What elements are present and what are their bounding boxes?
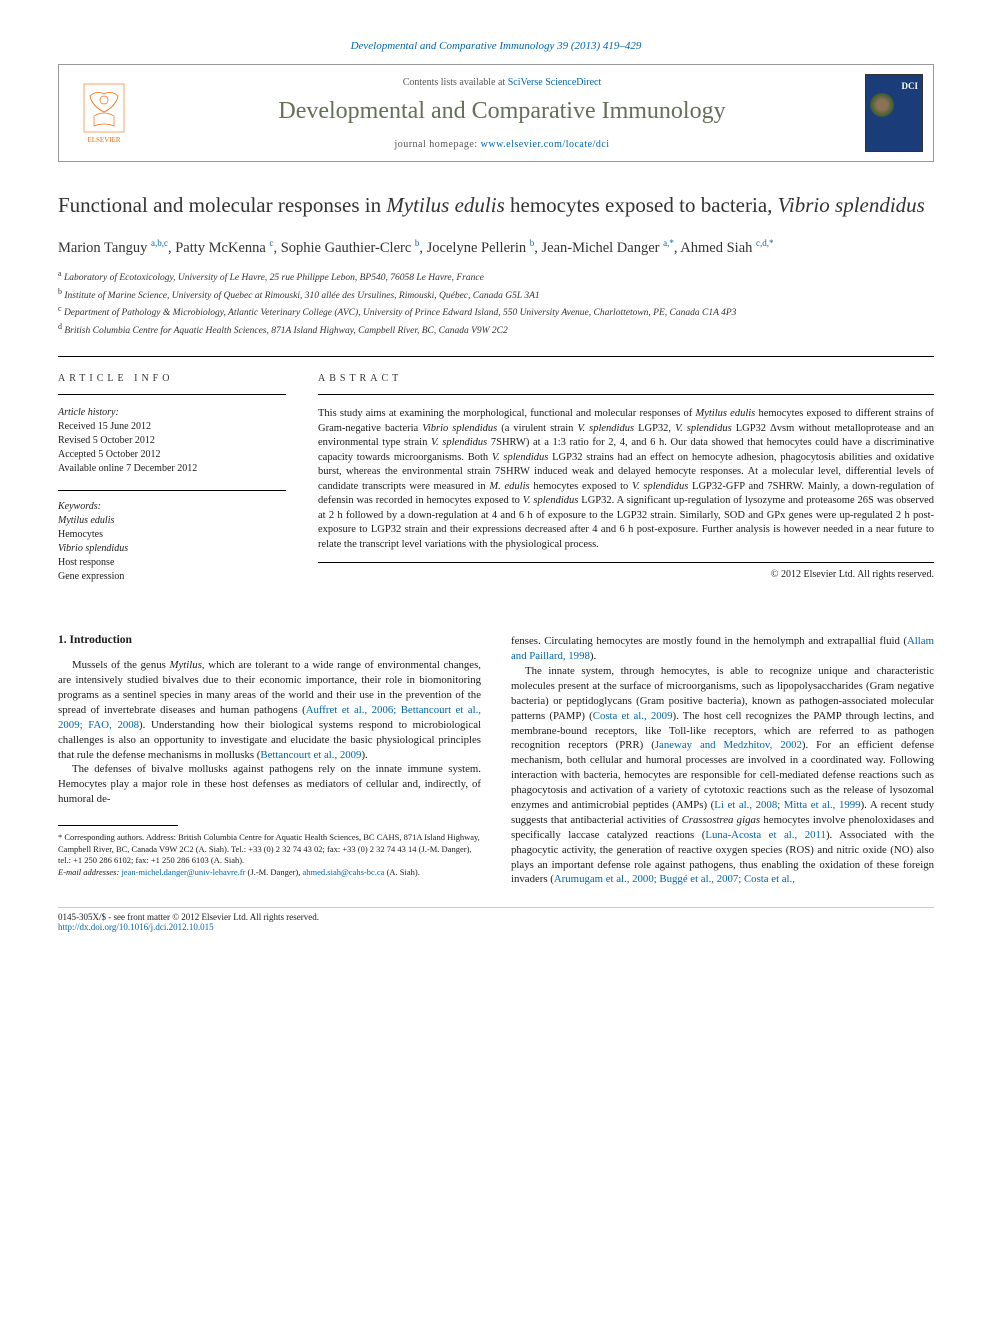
body-text-left: Mussels of the genus Mytilus, which are … — [58, 658, 481, 807]
footnote-separator — [58, 825, 178, 826]
keywords-label: Keywords: — [58, 501, 286, 512]
body-column-left: 1. Introduction Mussels of the genus Myt… — [58, 634, 481, 887]
keyword-4: Gene expression — [58, 570, 286, 584]
intro-p2-cont: fenses. Circulating hemocytes are mostly… — [511, 634, 934, 664]
keyword-3: Host response — [58, 556, 286, 570]
header-center: Contents lists available at SciVerse Sci… — [139, 77, 865, 150]
journal-reference: Developmental and Comparative Immunology… — [58, 40, 934, 52]
intro-p3: The innate system, through hemocytes, is… — [511, 664, 934, 887]
history-accepted: Accepted 5 October 2012 — [58, 448, 286, 462]
affiliation-b: b Institute of Marine Science, Universit… — [58, 286, 934, 303]
email-link-2[interactable]: ahmed.siah@cahs-bc.ca — [303, 867, 385, 877]
introduction-heading: 1. Introduction — [58, 634, 481, 646]
contents-available: Contents lists available at SciVerse Sci… — [139, 77, 865, 88]
front-matter-line: 0145-305X/$ - see front matter © 2012 El… — [58, 912, 319, 922]
journal-name: Developmental and Comparative Immunology — [139, 98, 865, 125]
affiliation-a: a Laboratory of Ecotoxicology, Universit… — [58, 268, 934, 285]
history-revised: Revised 5 October 2012 — [58, 434, 286, 448]
info-abstract-row: ARTICLE INFO Article history: Received 1… — [58, 356, 934, 598]
abstract-text: This study aims at examining the morphol… — [318, 407, 934, 563]
corresponding-author-note: * Corresponding authors. Address: Britis… — [58, 832, 481, 866]
body-columns: 1. Introduction Mussels of the genus Myt… — [58, 634, 934, 887]
footnotes: * Corresponding authors. Address: Britis… — [58, 832, 481, 878]
sciencedirect-link[interactable]: SciVerse ScienceDirect — [508, 77, 602, 88]
page-footer: 0145-305X/$ - see front matter © 2012 El… — [58, 907, 934, 932]
article-history-block: Article history: Received 15 June 2012 R… — [58, 407, 286, 476]
history-online: Available online 7 December 2012 — [58, 462, 286, 476]
doi-link[interactable]: http://dx.doi.org/10.1016/j.dci.2012.10.… — [58, 922, 214, 932]
affiliation-c: c Department of Pathology & Microbiology… — [58, 303, 934, 320]
authors-list: Marion Tanguy a,b,c, Patty McKenna c, So… — [58, 237, 934, 258]
abstract-column: ABSTRACT This study aims at examining th… — [318, 357, 934, 598]
footer-left: 0145-305X/$ - see front matter © 2012 El… — [58, 912, 319, 932]
page-container: Developmental and Comparative Immunology… — [0, 0, 992, 962]
publisher-name: ELSEVIER — [87, 136, 120, 144]
elsevier-logo[interactable]: ELSEVIER — [69, 73, 139, 153]
header-box: ELSEVIER Contents lists available at Sci… — [58, 64, 934, 162]
email-addresses: E-mail addresses: jean-michel.danger@uni… — [58, 867, 481, 878]
keywords-block: Keywords: Mytilus edulis Hemocytes Vibri… — [58, 490, 286, 584]
homepage-line: journal homepage: www.elsevier.com/locat… — [139, 139, 865, 150]
article-info-column: ARTICLE INFO Article history: Received 1… — [58, 357, 286, 598]
intro-p2: The defenses of bivalve mollusks against… — [58, 762, 481, 807]
abstract-copyright: © 2012 Elsevier Ltd. All rights reserved… — [318, 569, 934, 580]
history-received: Received 15 June 2012 — [58, 420, 286, 434]
article-info-heading: ARTICLE INFO — [58, 373, 286, 395]
homepage-link[interactable]: www.elsevier.com/locate/dci — [481, 139, 610, 150]
abstract-heading: ABSTRACT — [318, 373, 934, 395]
keyword-1: Hemocytes — [58, 528, 286, 542]
article-title: Functional and molecular responses in My… — [58, 192, 934, 219]
history-label: Article history: — [58, 407, 286, 418]
email-link-1[interactable]: jean-michel.danger@univ-lehavre.fr — [121, 867, 245, 877]
journal-cover-thumbnail[interactable] — [865, 74, 923, 152]
affiliation-d: d British Columbia Centre for Aquatic He… — [58, 321, 934, 338]
affiliations: a Laboratory of Ecotoxicology, Universit… — [58, 268, 934, 338]
intro-p1: Mussels of the genus Mytilus, which are … — [58, 658, 481, 762]
keyword-2: Vibrio splendidus — [58, 542, 286, 556]
keyword-0: Mytilus edulis — [58, 514, 286, 528]
body-text-right: fenses. Circulating hemocytes are mostly… — [511, 634, 934, 887]
body-column-right: fenses. Circulating hemocytes are mostly… — [511, 634, 934, 887]
